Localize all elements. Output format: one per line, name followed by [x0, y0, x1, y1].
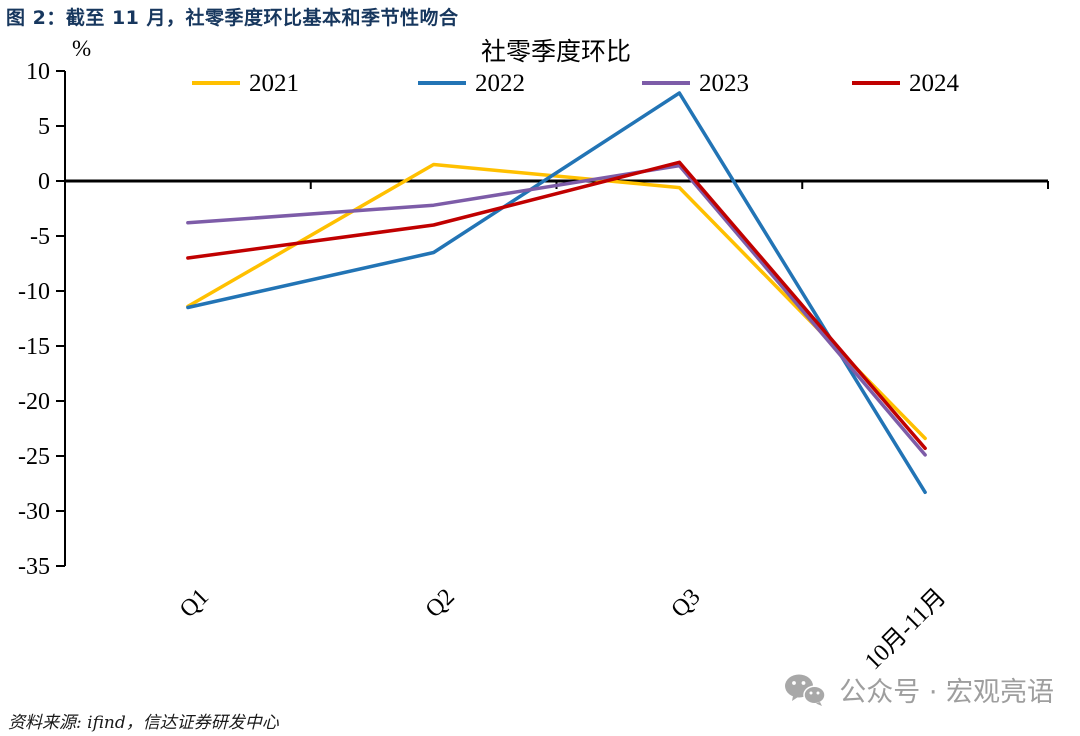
legend-label-2021: 2021	[249, 70, 299, 97]
wechat-icon	[785, 674, 826, 706]
watermark-text: 公众号 · 宏观亮语	[839, 677, 1054, 708]
x-category-label: Q2	[421, 584, 460, 623]
x-category-label: 10月-11月	[860, 584, 951, 674]
legend-label-2022: 2022	[475, 70, 525, 97]
y-tick-label: 0	[38, 169, 50, 195]
series-line-2021	[186, 162, 927, 441]
x-category-label: Q3	[666, 584, 705, 623]
wechat-watermark: 公众号 · 宏观亮语	[783, 670, 1054, 709]
y-tick-label: -15	[18, 334, 50, 360]
x-category-label: Q1	[175, 584, 214, 623]
y-tick-label: 10	[26, 59, 50, 85]
legend-label-2023: 2023	[699, 70, 749, 97]
y-tick-label: -25	[18, 444, 50, 470]
line-chart: 社零季度环比% 2021 2022 2023 2024 10 5 0 -5 -10 -15 -20 -2…	[18, 36, 1049, 674]
series-line-2023	[186, 163, 927, 457]
y-tick-label: -35	[18, 554, 50, 580]
figure-title: 图 2：截至 11 月，社零季度环比基本和季节性吻合	[6, 7, 459, 29]
source-note: 资料来源: ifind，信达证券研发中心	[8, 713, 279, 733]
series-line-2024	[186, 160, 927, 451]
y-tick-label: -5	[30, 224, 50, 250]
chart-title: 社零季度环比	[481, 38, 631, 66]
y-tick-label: -20	[18, 389, 50, 415]
y-tick-label: -10	[18, 279, 50, 305]
y-axis-unit-label: %	[72, 36, 91, 61]
series-line-2022	[186, 91, 927, 495]
legend-label-2024: 2024	[909, 70, 960, 97]
y-tick-label: -30	[18, 499, 50, 525]
y-tick-label: 5	[38, 114, 50, 140]
